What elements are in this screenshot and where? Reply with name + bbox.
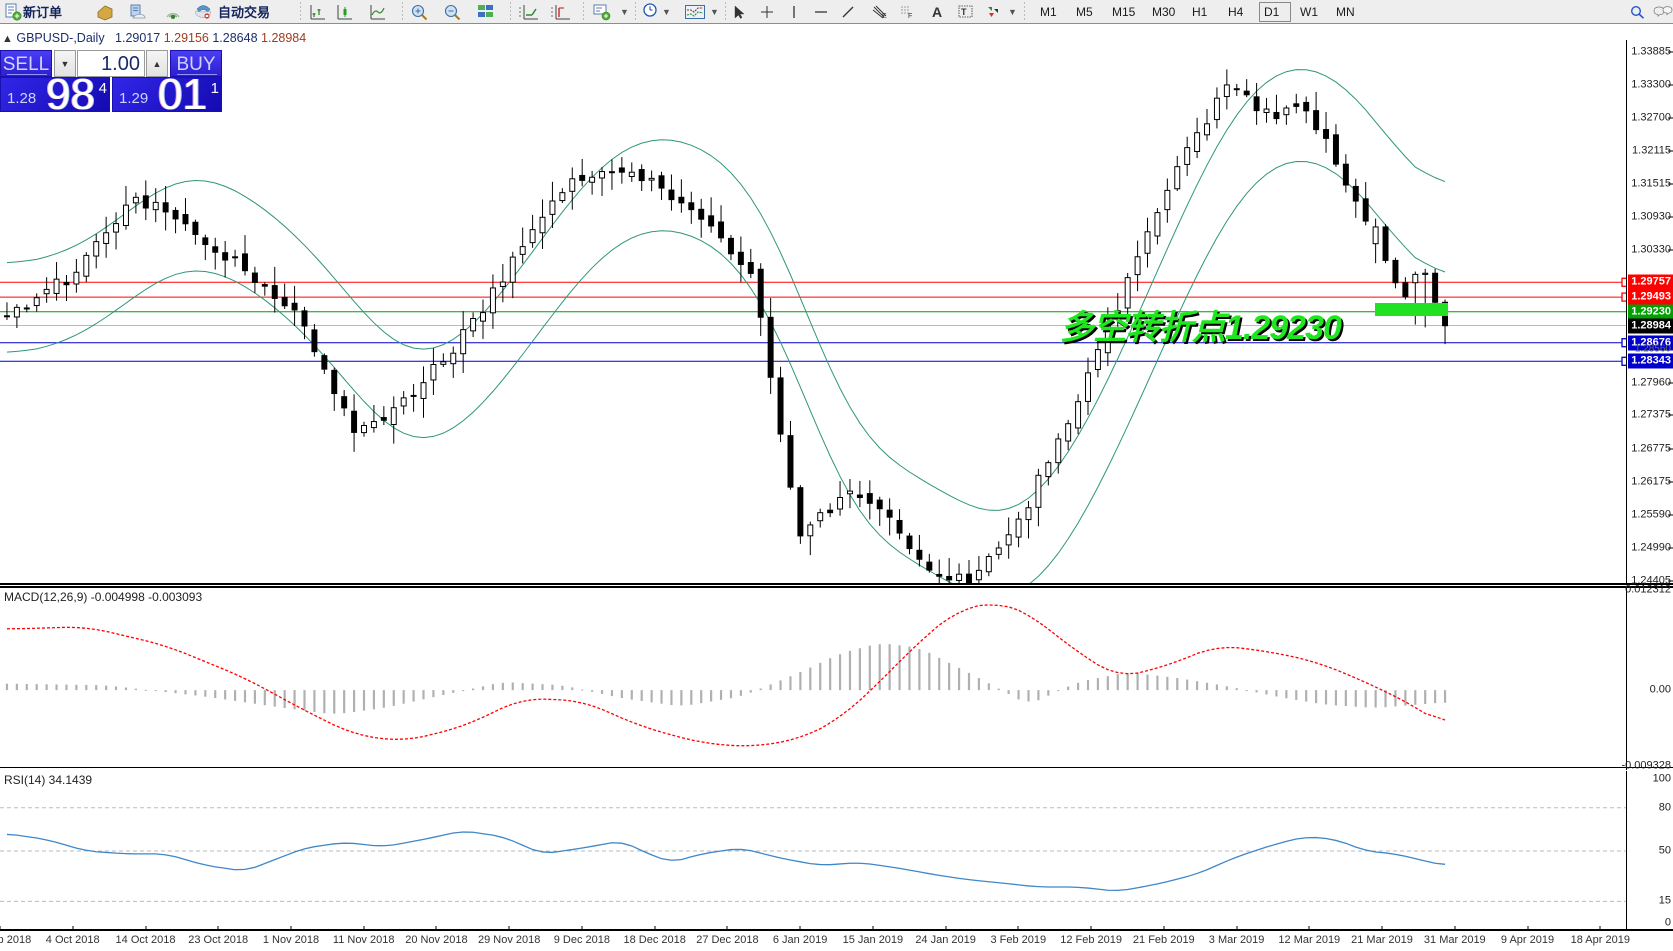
svg-text:F: F <box>908 13 912 19</box>
svg-text:E: E <box>882 13 887 19</box>
svg-text:T: T <box>961 7 967 17</box>
